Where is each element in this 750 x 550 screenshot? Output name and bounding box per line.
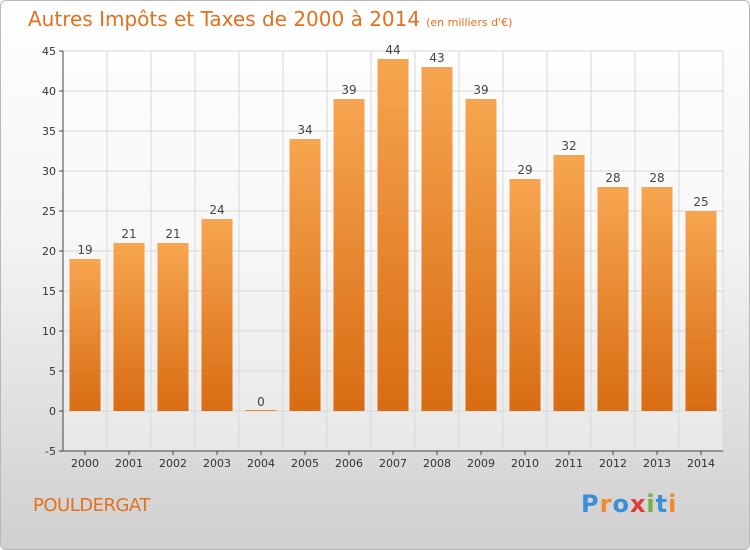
bar xyxy=(377,59,409,411)
logo-letter: o xyxy=(612,490,630,518)
commune-name: POULDERGAT xyxy=(33,495,150,516)
bar xyxy=(641,187,673,411)
y-tick-label: 30 xyxy=(42,165,56,178)
data-label: 19 xyxy=(77,243,92,257)
bar xyxy=(113,243,145,411)
bar xyxy=(157,243,189,411)
logo-letter: r xyxy=(599,490,613,518)
y-tick-label: 15 xyxy=(42,285,56,298)
y-tick-label: -5 xyxy=(45,445,56,458)
data-label: 34 xyxy=(297,123,312,137)
y-tick-label: 40 xyxy=(42,85,56,98)
x-tick-label: 2013 xyxy=(643,457,671,470)
y-tick-label: 45 xyxy=(42,45,56,58)
logo-letter: i xyxy=(646,490,656,518)
x-tick-label: 2010 xyxy=(511,457,539,470)
chart-title: Autres Impôts et Taxes de 2000 à 2014 (en… xyxy=(28,7,512,31)
x-tick-label: 2006 xyxy=(335,457,363,470)
x-tick-label: 2011 xyxy=(555,457,583,470)
x-tick-label: 2009 xyxy=(467,457,495,470)
x-tick-label: 2003 xyxy=(203,457,231,470)
bar xyxy=(201,219,233,411)
logo-letter: i xyxy=(668,490,678,518)
data-label: 25 xyxy=(693,195,708,209)
y-tick-label: 25 xyxy=(42,205,56,218)
bar xyxy=(597,187,629,411)
bar xyxy=(245,410,277,411)
bar xyxy=(289,139,321,411)
bar xyxy=(333,99,365,411)
bar xyxy=(509,179,541,411)
y-tick-label: 20 xyxy=(42,245,56,258)
data-label: 0 xyxy=(257,395,265,409)
x-tick-label: 2012 xyxy=(599,457,627,470)
x-tick-label: 2001 xyxy=(115,457,143,470)
data-label: 39 xyxy=(473,83,488,97)
data-label: 21 xyxy=(121,227,136,241)
proxiti-logo: Proxiti xyxy=(581,490,677,518)
data-label: 32 xyxy=(561,139,576,153)
x-tick-label: 2000 xyxy=(71,457,99,470)
x-tick-label: 2004 xyxy=(247,457,275,470)
data-label: 44 xyxy=(385,43,400,57)
x-tick-label: 2005 xyxy=(291,457,319,470)
logo-letter: t xyxy=(655,490,669,518)
logo-letter: P xyxy=(581,490,600,518)
data-label: 28 xyxy=(605,171,620,185)
y-tick-label: 10 xyxy=(42,325,56,338)
data-label: 29 xyxy=(517,163,532,177)
data-label: 39 xyxy=(341,83,356,97)
chart-title-main: Autres Impôts et Taxes de 2000 à 2014 xyxy=(28,7,421,31)
logo-letter: x xyxy=(629,490,647,518)
data-label: 43 xyxy=(429,51,444,65)
x-tick-label: 2007 xyxy=(379,457,407,470)
chart-title-unit: (en milliers d'€) xyxy=(426,16,513,29)
bar xyxy=(685,211,717,411)
bar xyxy=(69,259,101,411)
bar xyxy=(465,99,497,411)
data-label: 21 xyxy=(165,227,180,241)
y-tick-label: 5 xyxy=(49,365,56,378)
y-tick-label: 0 xyxy=(49,405,56,418)
bar xyxy=(553,155,585,411)
x-tick-label: 2002 xyxy=(159,457,187,470)
x-tick-label: 2008 xyxy=(423,457,451,470)
data-label: 24 xyxy=(209,203,224,217)
y-tick-label: 35 xyxy=(42,125,56,138)
x-tick-label: 2014 xyxy=(687,457,715,470)
bar xyxy=(421,67,453,411)
data-label: 28 xyxy=(649,171,664,185)
